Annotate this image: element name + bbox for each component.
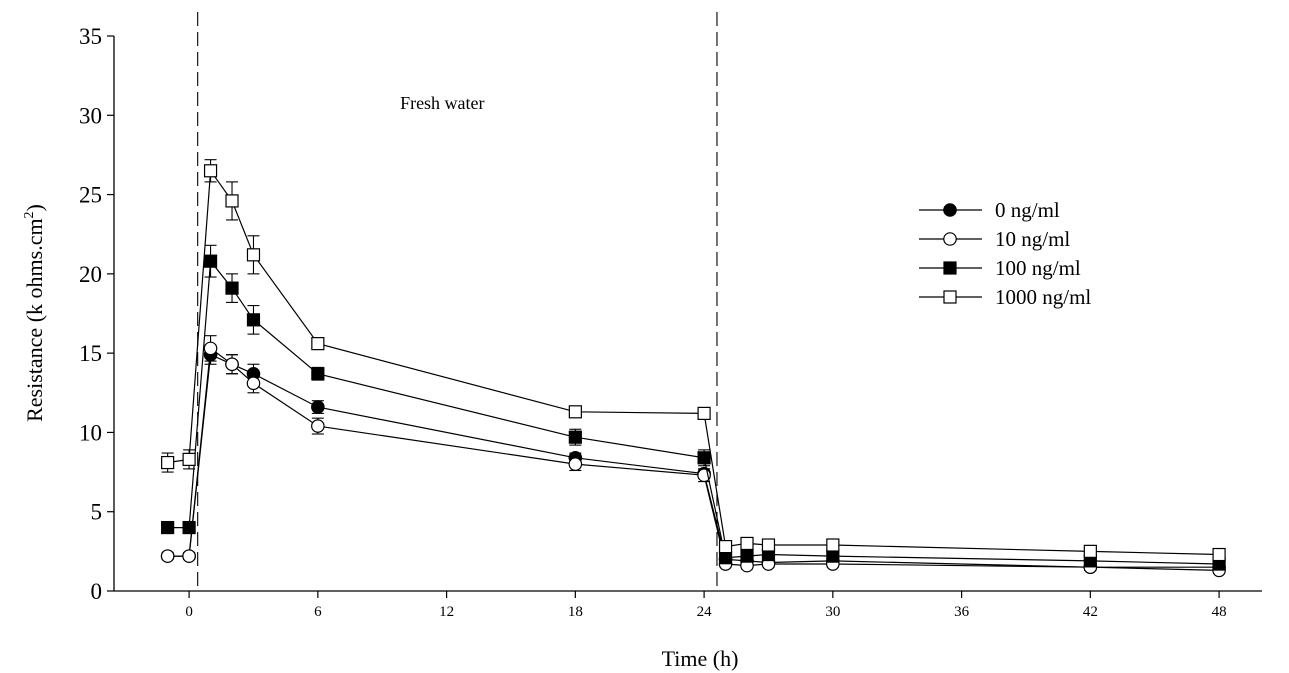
x-tick-label: 24 <box>697 604 713 620</box>
y-tick-label: 30 <box>79 103 102 128</box>
data-point <box>568 457 583 471</box>
data-point <box>161 455 175 470</box>
legend-item-3: 1000 ng/ml <box>919 285 1091 309</box>
data-point <box>311 400 325 414</box>
legend-item-2: 100 ng/ml <box>919 256 1081 280</box>
x-tick-label: 42 <box>1083 604 1098 620</box>
data-point <box>311 419 325 433</box>
x-tick-label: 18 <box>568 604 583 620</box>
data-point <box>246 248 261 262</box>
legend-marker <box>943 232 957 246</box>
y-tick-label: 10 <box>79 420 102 445</box>
legend-label: 100 ng/ml <box>995 256 1081 280</box>
legend-marker <box>943 290 957 304</box>
x-tick-label: 0 <box>185 604 193 620</box>
y-axis-ticks: 0 5 10 15 20 25 30 35 <box>79 24 114 604</box>
x-tick-label: 12 <box>439 604 454 620</box>
annotation-fresh-water: Fresh water <box>400 93 484 113</box>
data-point <box>203 254 218 268</box>
x-tick-label: 6 <box>314 604 322 620</box>
data-point <box>740 549 754 563</box>
x-axis-ticks: 0 6 12 18 24 30 36 42 48 <box>185 591 1227 620</box>
data-point <box>246 313 261 327</box>
data-point <box>718 551 733 565</box>
data-point <box>182 452 196 466</box>
series-line <box>167 353 1220 568</box>
y-axis-title: Resistance (k ohms.cm2) <box>22 204 47 422</box>
series-2 <box>161 244 1226 571</box>
data-point <box>246 376 261 391</box>
data-point <box>826 538 840 552</box>
data-point <box>311 337 325 351</box>
plot-area: Fresh water <box>160 12 1226 591</box>
legend-marker <box>943 203 957 217</box>
y-tick-label: 0 <box>91 579 103 604</box>
data-point <box>761 538 776 552</box>
data-point <box>182 520 196 535</box>
y-tick-label: 35 <box>79 24 102 49</box>
data-point <box>203 341 218 356</box>
x-axis-title: Time (h) <box>662 646 739 671</box>
y-axis-title-main: Resistance (k ohms.cm <box>22 218 47 421</box>
y-tick-label: 5 <box>91 500 103 525</box>
y-tick-label: 20 <box>79 262 102 287</box>
legend-marker <box>943 261 957 275</box>
data-point <box>568 405 582 419</box>
legend-item-0: 0 ng/ml <box>919 198 1060 222</box>
data-point <box>203 164 218 178</box>
data-point <box>311 367 325 381</box>
x-tick-label: 48 <box>1212 604 1227 620</box>
series-3 <box>161 159 1226 562</box>
data-point <box>1083 544 1097 558</box>
data-point <box>225 281 239 295</box>
legend-label: 10 ng/ml <box>995 227 1070 251</box>
x-tick-label: 36 <box>954 604 970 620</box>
data-point <box>225 357 239 372</box>
data-point <box>740 536 754 551</box>
data-point <box>161 520 175 535</box>
data-point <box>718 539 733 554</box>
y-axis-title-close: ) <box>22 204 47 211</box>
series-line <box>167 347 1220 571</box>
legend: 0 ng/ml 10 ng/ml 100 ng/ml 1000 ng/ml <box>919 198 1091 309</box>
data-point <box>568 430 582 444</box>
data-point <box>697 451 711 465</box>
legend-item-1: 10 ng/ml <box>919 227 1070 251</box>
y-tick-label: 15 <box>79 341 102 366</box>
legend-label: 0 ng/ml <box>995 198 1060 222</box>
data-point <box>697 406 711 420</box>
y-tick-label: 25 <box>79 183 102 208</box>
data-point <box>160 549 175 563</box>
data-point <box>182 549 196 563</box>
x-tick-label: 30 <box>825 604 840 620</box>
y-axis-title-superscript: 2 <box>22 211 37 218</box>
data-point <box>225 194 239 208</box>
data-point <box>1212 547 1226 562</box>
data-point <box>826 549 840 563</box>
legend-label: 1000 ng/ml <box>995 285 1091 309</box>
